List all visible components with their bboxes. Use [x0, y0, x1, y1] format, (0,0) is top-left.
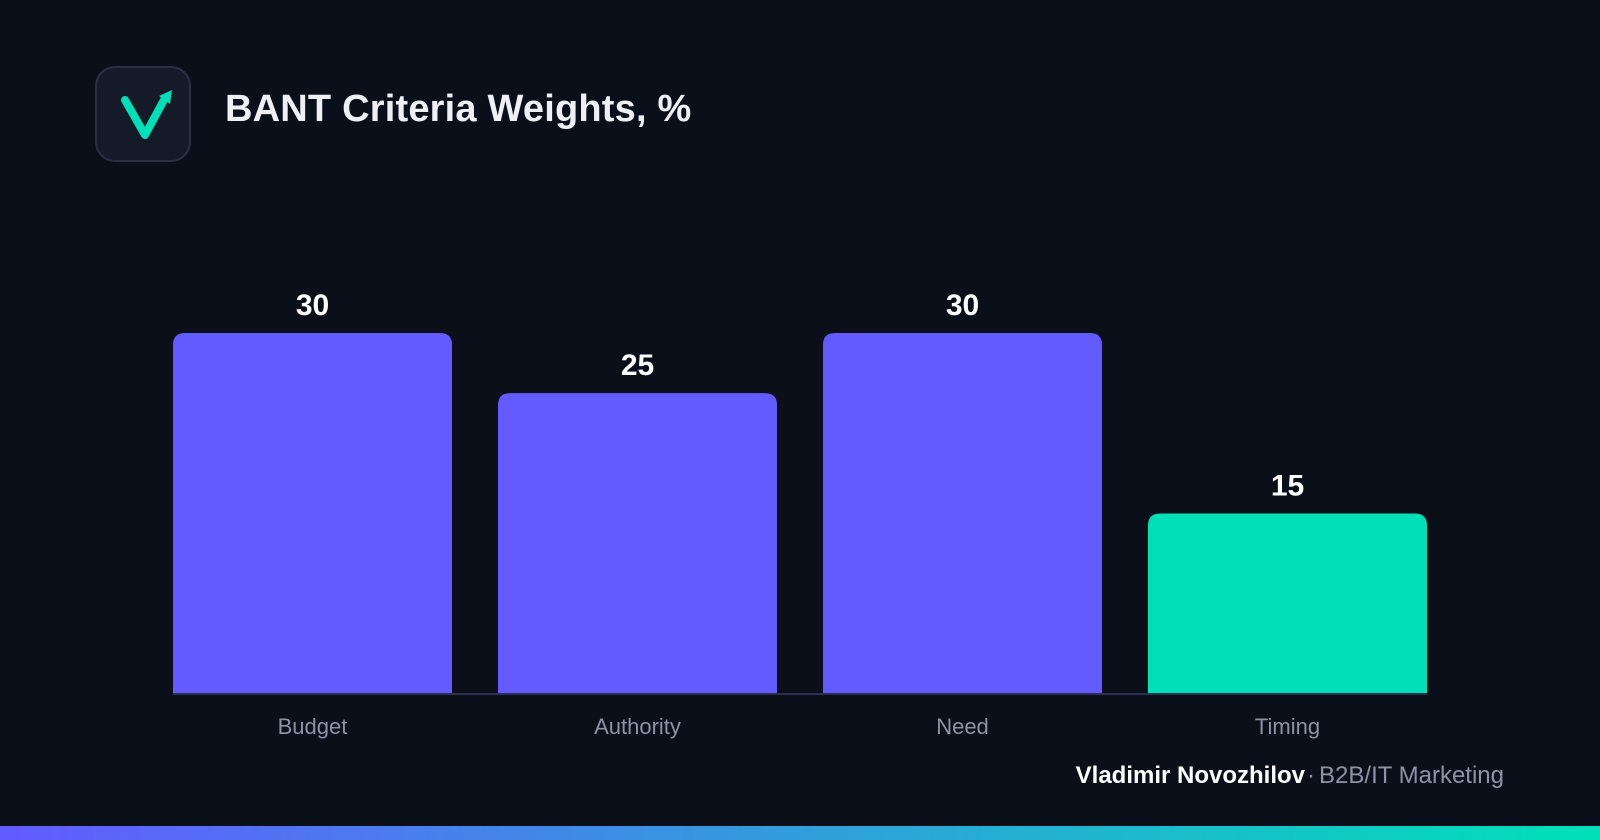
checkmark-arrow-icon	[121, 90, 172, 139]
data-label-authority: 25	[621, 349, 654, 382]
bar-authority	[498, 393, 777, 694]
credit-line: Vladimir Novozhilov· B2B/IT Marketing	[1076, 762, 1504, 790]
bar-timing	[1148, 513, 1427, 694]
x-tick-label-need: Need	[936, 714, 989, 739]
x-tick-label-budget: Budget	[278, 714, 348, 739]
credit-separator: ·	[1307, 762, 1316, 789]
gradient-bottom-bar	[0, 826, 1600, 840]
data-label-need: 30	[946, 289, 979, 322]
x-tick-label-timing: Timing	[1255, 714, 1320, 739]
author-tagline: B2B/IT Marketing	[1319, 762, 1504, 789]
data-label-timing: 15	[1271, 470, 1304, 503]
author-name: Vladimir Novozhilov	[1075, 762, 1306, 789]
data-label-budget: 30	[296, 289, 329, 322]
x-tick-label-authority: Authority	[594, 714, 681, 739]
bar-need	[823, 333, 1102, 694]
bar-budget	[173, 333, 452, 694]
logo	[95, 66, 191, 162]
bar-chart: 30 Budget 25 Authority 30 Need 15 Timing	[173, 289, 1427, 739]
chart-title: BANT Criteria Weights, %	[225, 88, 692, 130]
